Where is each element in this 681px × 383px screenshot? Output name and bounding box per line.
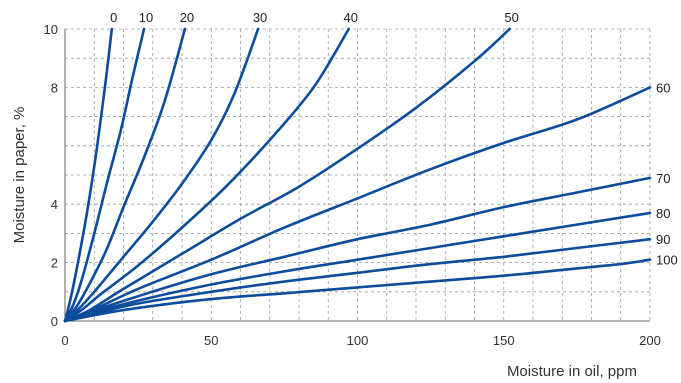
- curve-label-0: 0: [110, 10, 117, 25]
- x-tick-label: 150: [493, 333, 515, 348]
- y-axis-label: Moisture in paper, %: [11, 107, 28, 244]
- curve-50: [63, 27, 511, 323]
- axes: [64, 29, 650, 322]
- x-tick-label: 200: [639, 333, 661, 348]
- tick-labels: 0 50 100 150 200 0 2 4 8 10: [44, 22, 661, 348]
- y-tick-label: 0: [51, 314, 58, 329]
- y-tick-label: 8: [51, 80, 58, 95]
- curve-labels: 0 10 20 30 40 50 60 70 80 90 100: [110, 10, 678, 268]
- y-tick-label: 2: [51, 256, 58, 271]
- y-tick-label: 10: [44, 22, 58, 37]
- x-axis-label: Moisture in oil, ppm: [507, 363, 637, 380]
- x-tick-label: 100: [347, 333, 369, 348]
- curve-label-100: 100: [656, 253, 678, 268]
- curve-70: [63, 176, 652, 323]
- curve-0: [63, 27, 114, 323]
- curve-label-40: 40: [343, 10, 357, 25]
- curve-20: [63, 27, 187, 323]
- curve-label-90: 90: [656, 232, 670, 247]
- curve-label-20: 20: [180, 10, 194, 25]
- curve-label-50: 50: [504, 10, 518, 25]
- curve-40: [63, 27, 350, 323]
- curves: [63, 27, 652, 323]
- curve-80: [63, 211, 652, 323]
- y-tick-label: 4: [51, 197, 58, 212]
- curve-90: [63, 237, 652, 323]
- curve-100: [63, 258, 652, 323]
- x-tick-label: 0: [61, 333, 68, 348]
- curve-label-30: 30: [253, 10, 267, 25]
- curve-60: [63, 86, 652, 323]
- curve-10: [63, 27, 146, 323]
- curve-label-70: 70: [656, 171, 670, 186]
- curve-label-80: 80: [656, 206, 670, 221]
- x-tick-label: 50: [204, 333, 218, 348]
- grid: [65, 28, 651, 321]
- curve-30: [63, 27, 260, 323]
- curve-label-10: 10: [139, 10, 153, 25]
- curve-label-60: 60: [656, 80, 670, 95]
